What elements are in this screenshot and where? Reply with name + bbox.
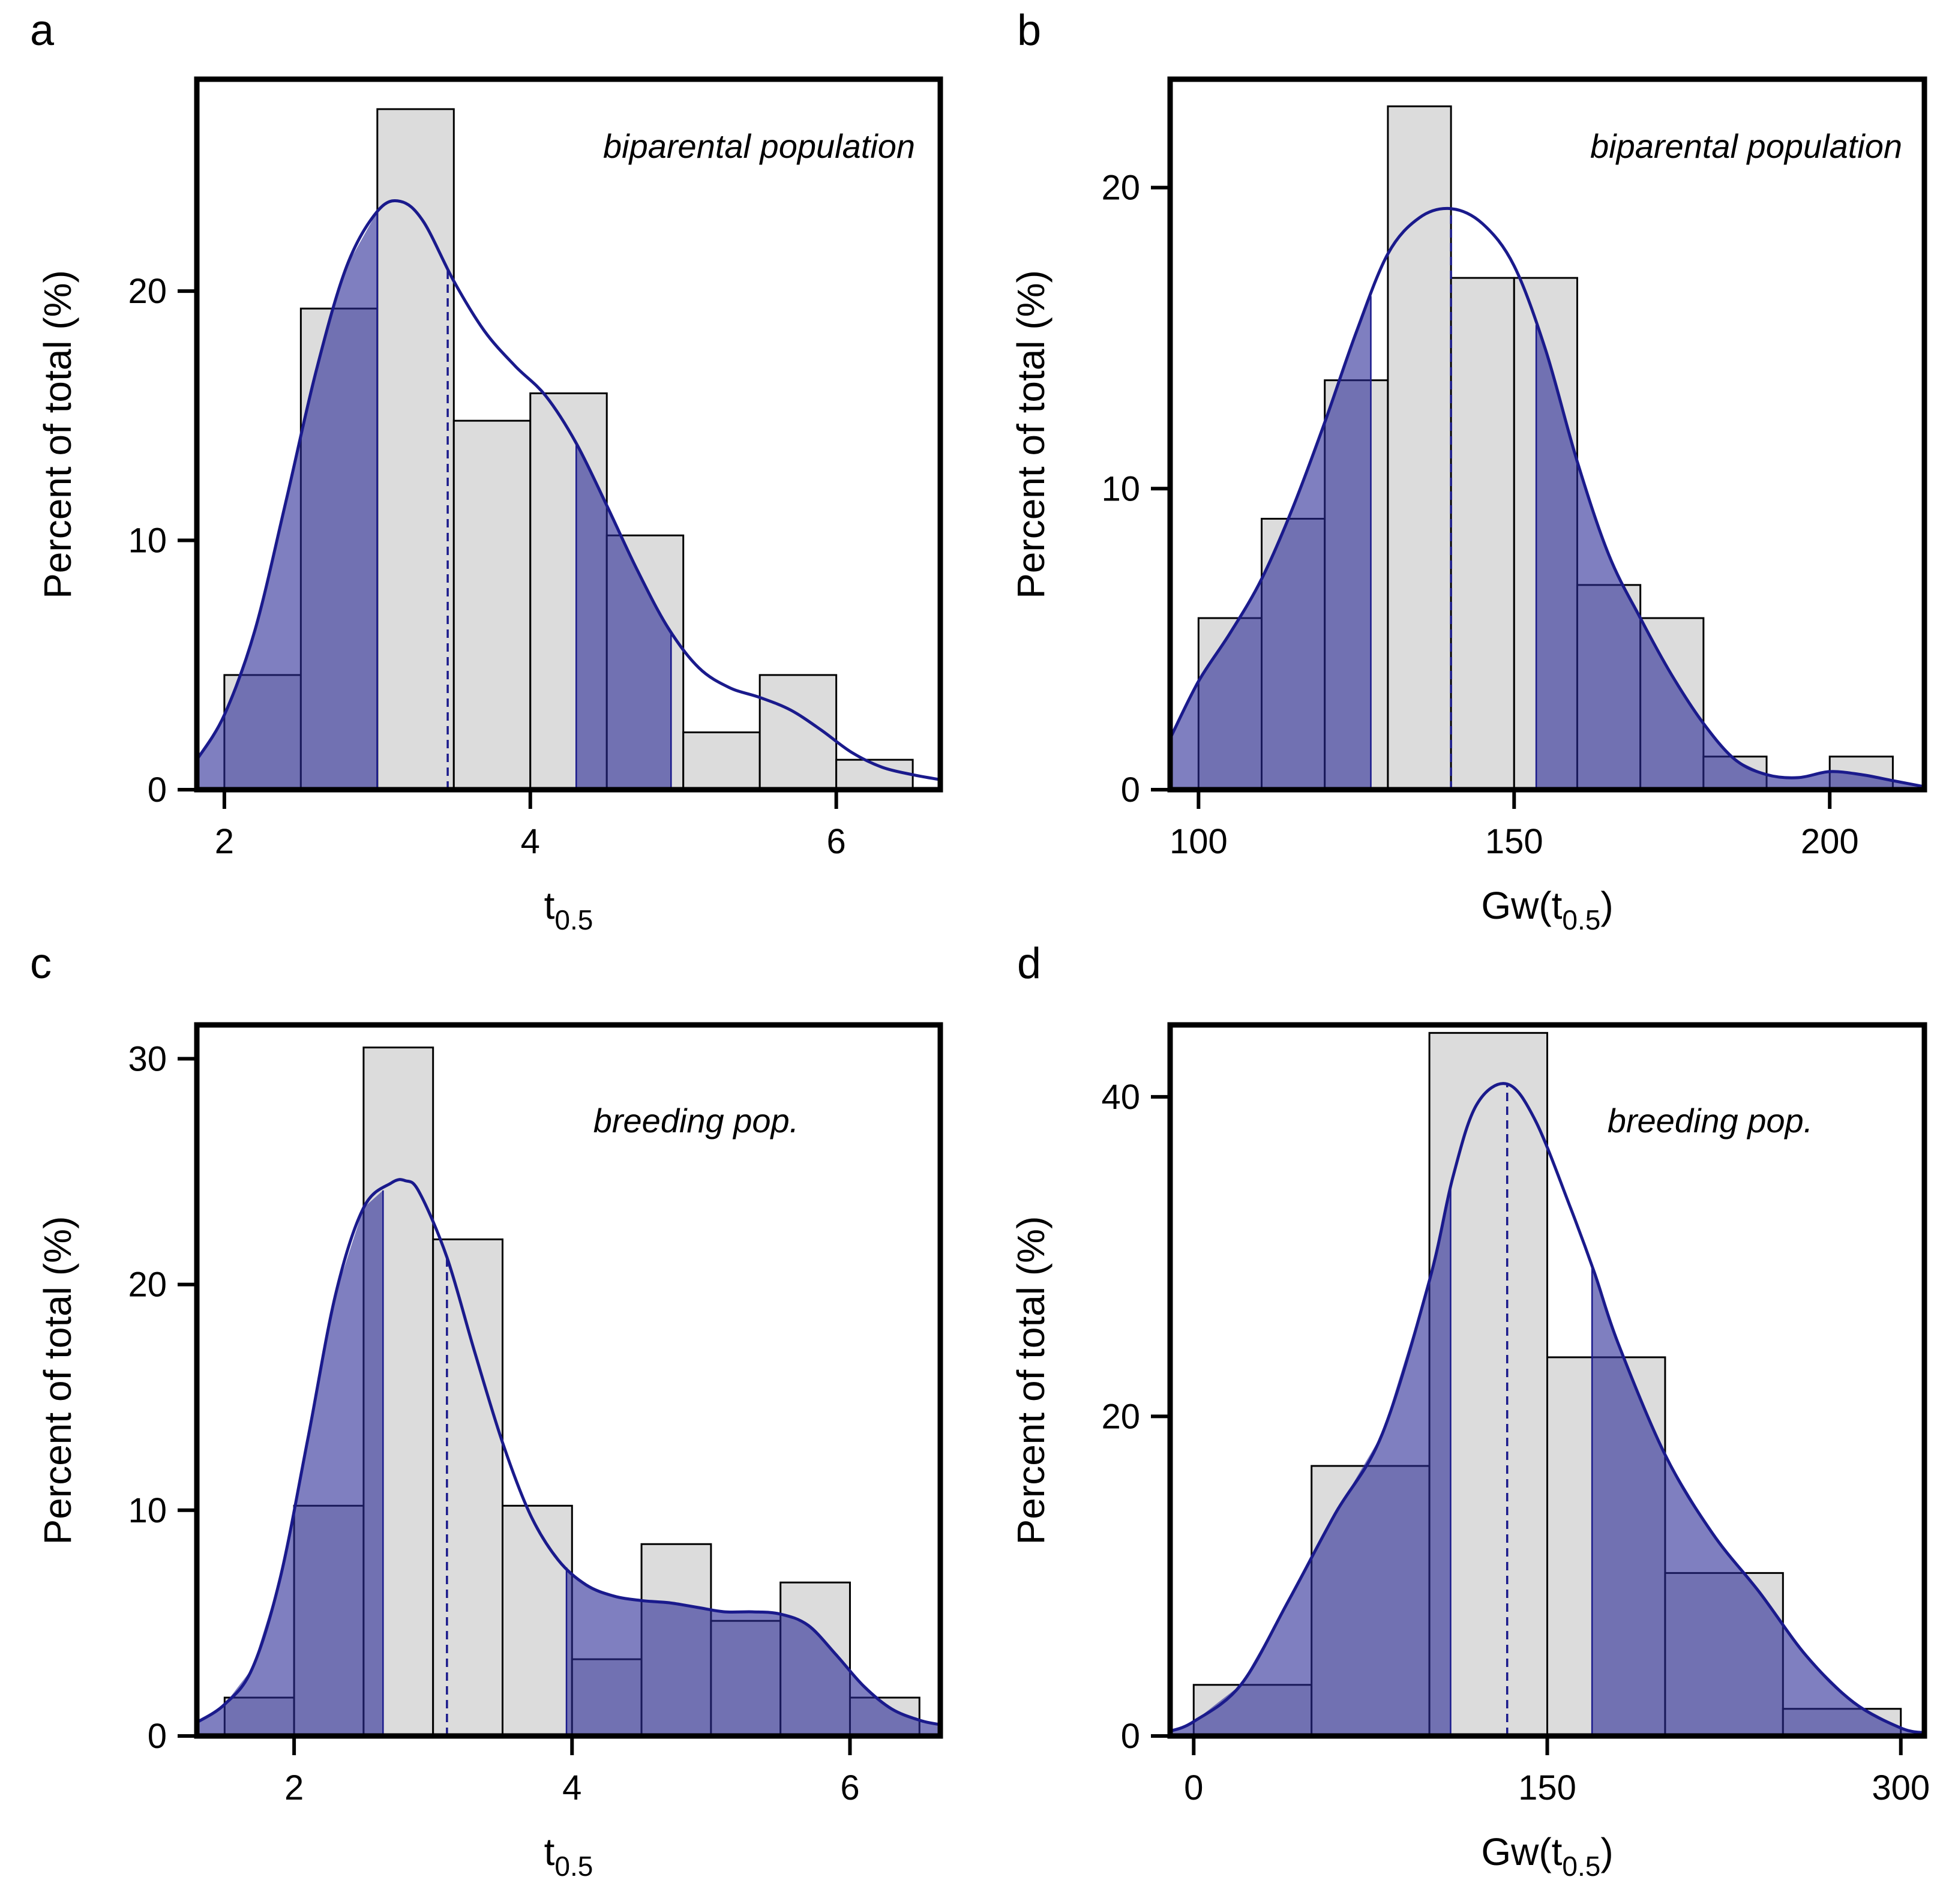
panel-a: 2 4 6 0 10 20 Percent of total (%) t0.5 biparent… xyxy=(30,7,943,935)
panel-b-ytick-label-3: 20 xyxy=(1101,169,1140,208)
panel-b-ylabel: Percent of total (%) xyxy=(1009,270,1053,599)
panel-b-ytick-label-2: 10 xyxy=(1101,469,1140,508)
panel-a-plot-area xyxy=(197,108,940,790)
panel-d-xlabel-main: Gw xyxy=(1481,1830,1539,1873)
panel-d-xtick-label-1: 0 xyxy=(1184,1768,1203,1807)
panel-b-xtick-label-3: 200 xyxy=(1801,822,1859,861)
panel-a-ytick-label-1: 0 xyxy=(148,770,167,809)
panel-b-density-curve xyxy=(1170,206,1924,788)
panel-c-annotation: breeding pop. xyxy=(593,1102,799,1140)
panel-c-xlabel-main: t xyxy=(544,1830,555,1873)
panel-d-density-curve xyxy=(1170,1082,1924,1735)
panel-b-bar-5 xyxy=(1450,277,1515,790)
panel-c-tail-area-2 xyxy=(566,1567,940,1736)
panel-c-plot-area xyxy=(197,1047,940,1736)
panel-b-ytick-label-1: 0 xyxy=(1121,770,1140,809)
panel-a-bar-4 xyxy=(452,419,532,790)
panel-a-density-curve xyxy=(197,199,940,781)
panel-d-ytick-label-2: 20 xyxy=(1101,1397,1140,1436)
panel-b-annotation: biparental population xyxy=(1590,127,1902,165)
panel-b-frame xyxy=(1167,76,1927,793)
panel-c-xtick-label-1: 2 xyxy=(284,1768,304,1807)
panel-a-xlabel-sub: 0.5 xyxy=(554,904,593,935)
panel-d-annotation: breeding pop. xyxy=(1608,1102,1813,1140)
panel-d-tail-area-2 xyxy=(1592,1266,1924,1736)
panel-c-density-curve xyxy=(197,1178,940,1726)
panel-c-ytick-label-2: 10 xyxy=(128,1491,167,1530)
panel-c-letter: c xyxy=(30,940,52,988)
panel-c-frame xyxy=(194,1022,943,1739)
panel-d-tail-area-1 xyxy=(1170,1187,1451,1736)
panel-b-bar-4 xyxy=(1387,105,1452,790)
panel-d-xtick-label-2: 150 xyxy=(1518,1768,1576,1807)
panel-b-xlabel-open: (t xyxy=(1539,884,1562,927)
panel-b-xlabel-close: ) xyxy=(1600,884,1613,927)
panel-c-xtick-label-3: 6 xyxy=(840,1768,859,1807)
panel-d-ylabel: Percent of total (%) xyxy=(1009,1216,1053,1545)
panel-a-letter: a xyxy=(30,7,55,55)
panel-b-xlabel-sub: 0.5 xyxy=(1562,904,1600,935)
panel-a-xtick-label-1: 2 xyxy=(215,822,234,861)
panel-c-xlabel-sub: 0.5 xyxy=(554,1851,593,1882)
panel-d-plot-area xyxy=(1170,1032,1924,1736)
panel-c-bar-4 xyxy=(432,1238,503,1736)
panel-a-ytick-label-2: 10 xyxy=(128,521,167,560)
panel-b-xtick-label-1: 100 xyxy=(1170,822,1228,861)
panel-b-plot-area xyxy=(1170,105,1924,790)
panel-d-xlabel: Gw(t0.5) xyxy=(1481,1830,1613,1882)
panel-c-ytick-label-3: 20 xyxy=(128,1266,167,1305)
panel-c-tail-area-1 xyxy=(197,1190,383,1736)
panel-c: 2 4 6 0 10 20 30 Percent of total (%) t0.5 breedi… xyxy=(30,940,943,1882)
panel-a-ylabel: Percent of total (%) xyxy=(36,270,79,599)
panel-a-xlabel-main: t xyxy=(544,884,555,927)
panel-a-tail-area-2 xyxy=(576,443,671,790)
panel-b-letter: b xyxy=(1017,7,1041,55)
panel-a-xtick-label-3: 6 xyxy=(827,822,846,861)
panel-d-xlabel-close: ) xyxy=(1600,1830,1613,1873)
panel-d-xtick-label-3: 300 xyxy=(1872,1768,1930,1807)
panel-c-bar-5 xyxy=(501,1504,573,1736)
panel-a-frame xyxy=(194,76,943,793)
panel-c-ytick-label-1: 0 xyxy=(148,1717,167,1756)
panel-b-xtick-label-2: 150 xyxy=(1485,822,1543,861)
panel-b-xlabel: Gw(t0.5) xyxy=(1481,884,1613,935)
panel-c-ytick-label-4: 30 xyxy=(128,1039,167,1078)
panel-a-xtick-label-2: 4 xyxy=(521,822,540,861)
panel-b-tail-area-1 xyxy=(1170,296,1371,790)
panel-a-annotation: biparental population xyxy=(603,127,915,165)
panel-d-xlabel-open: (t xyxy=(1539,1830,1562,1873)
panel-a-xlabel: t0.5 xyxy=(544,884,593,935)
panel-d-ytick-label-3: 40 xyxy=(1101,1078,1140,1117)
panel-c-xlabel: t0.5 xyxy=(544,1830,593,1882)
panel-d-ytick-label-1: 0 xyxy=(1121,1717,1140,1756)
panel-a-ytick-label-3: 20 xyxy=(128,272,167,311)
panel-a-bar-7 xyxy=(682,731,761,790)
panel-b: 100 150 200 0 10 20 Percent of total (%) Gw(t0.… xyxy=(1009,7,1927,935)
panel-c-xtick-label-2: 4 xyxy=(562,1768,581,1807)
panel-c-ylabel: Percent of total (%) xyxy=(36,1216,79,1545)
panel-b-xlabel-main: Gw xyxy=(1481,884,1539,927)
panel-d: 0 150 300 0 20 40 Percent of total (%) Gw(t0.5)… xyxy=(1009,940,1930,1882)
panel-b-tail-area-2 xyxy=(1536,325,1924,790)
panel-d-xlabel-sub: 0.5 xyxy=(1562,1851,1600,1882)
panel-d-letter: d xyxy=(1017,940,1041,988)
